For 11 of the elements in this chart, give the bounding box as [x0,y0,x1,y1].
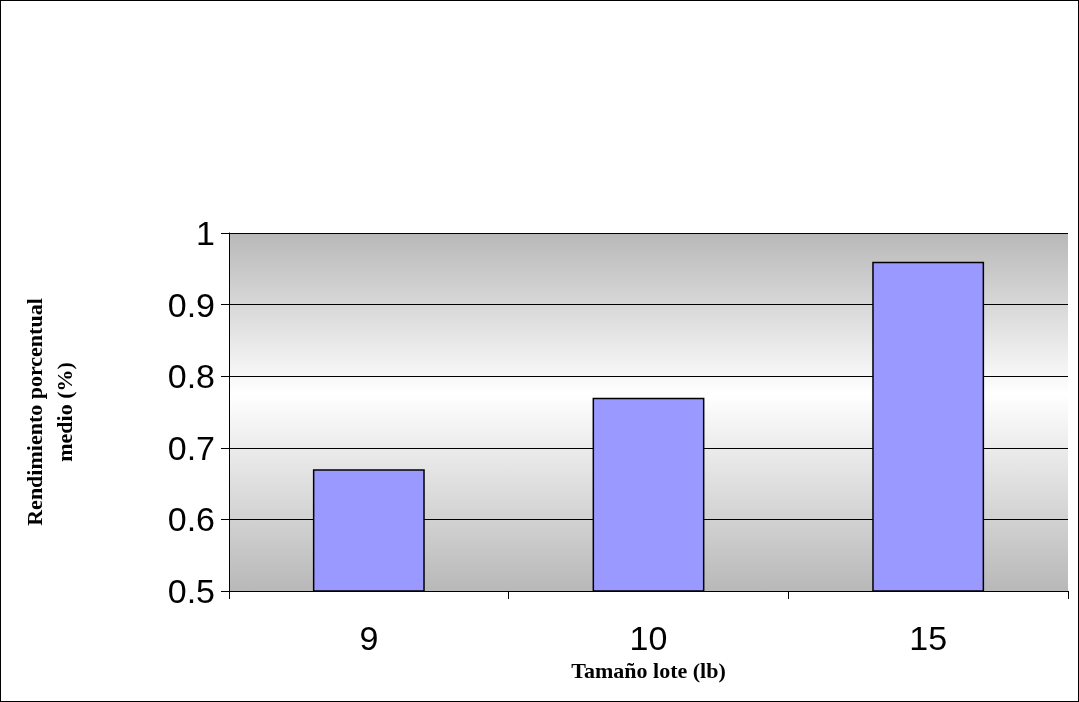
y-tick-label: 0.9 [167,285,215,324]
x-tick-label: 15 [909,619,948,657]
y-tick-label: 0.6 [167,500,215,539]
y-axis-title: Rendimiento porcentual medio (%) [21,298,77,526]
x-tick-label: 9 [359,619,379,657]
y-tick-label: 1 [196,214,215,252]
y-tick-label: 0.5 [167,572,215,610]
x-tick-label: 10 [629,619,668,657]
x-axis-title: Tamaño lote (lb) [571,658,726,684]
y-tick-label: 0.7 [167,428,215,467]
y-tick-label: 0.8 [167,357,215,396]
